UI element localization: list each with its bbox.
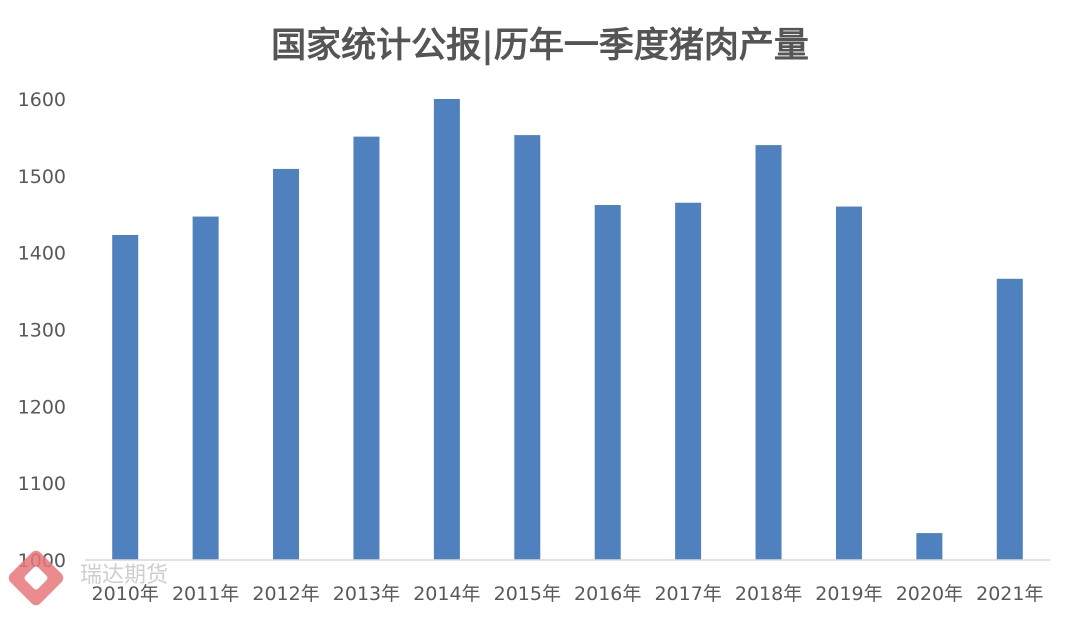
x-tick-label: 2014年 [413, 583, 480, 605]
x-tick-label: 2012年 [252, 583, 319, 605]
x-tick-label: 2018年 [735, 583, 802, 605]
bar [433, 99, 460, 560]
y-tick-label: 1400 [18, 243, 66, 265]
x-tick-label: 2010年 [92, 583, 159, 605]
watermark-logo-icon [8, 550, 64, 606]
bar [835, 206, 862, 561]
bar [192, 216, 219, 560]
bar [273, 168, 300, 560]
y-tick-label: 1500 [18, 166, 66, 188]
x-axis-ticks: 2010年 2011年 2012年 2013年 2014年 2015年 2016年 2017年… [92, 583, 1044, 605]
x-tick-label: 2017年 [654, 583, 721, 605]
watermark-text: 瑞达期货 [80, 563, 168, 588]
y-tick-label: 1200 [18, 396, 66, 418]
x-tick-label: 2011年 [172, 583, 239, 605]
bar [353, 136, 380, 561]
bar [916, 533, 943, 560]
y-tick-label: 1600 [18, 89, 66, 111]
bar [594, 205, 621, 560]
bar [112, 234, 139, 560]
bar [996, 278, 1023, 560]
watermark: 瑞达期货 [8, 550, 168, 606]
x-tick-label: 2020年 [896, 583, 963, 605]
bar [675, 202, 702, 560]
x-tick-label: 2013年 [333, 583, 400, 605]
bar-series [112, 99, 1023, 561]
x-tick-label: 2016年 [574, 583, 641, 605]
y-tick-label: 1100 [18, 473, 66, 495]
chart-title: 国家统计公报|历年一季度猪肉产量 [271, 25, 809, 66]
bar [755, 145, 782, 560]
y-tick-label: 1300 [18, 320, 66, 342]
x-tick-label: 2021年 [976, 583, 1043, 605]
x-tick-label: 2015年 [494, 583, 561, 605]
y-axis-ticks: 1000110012001300140015001600 [18, 89, 66, 572]
bar [514, 135, 541, 560]
x-tick-label: 2019年 [815, 583, 882, 605]
